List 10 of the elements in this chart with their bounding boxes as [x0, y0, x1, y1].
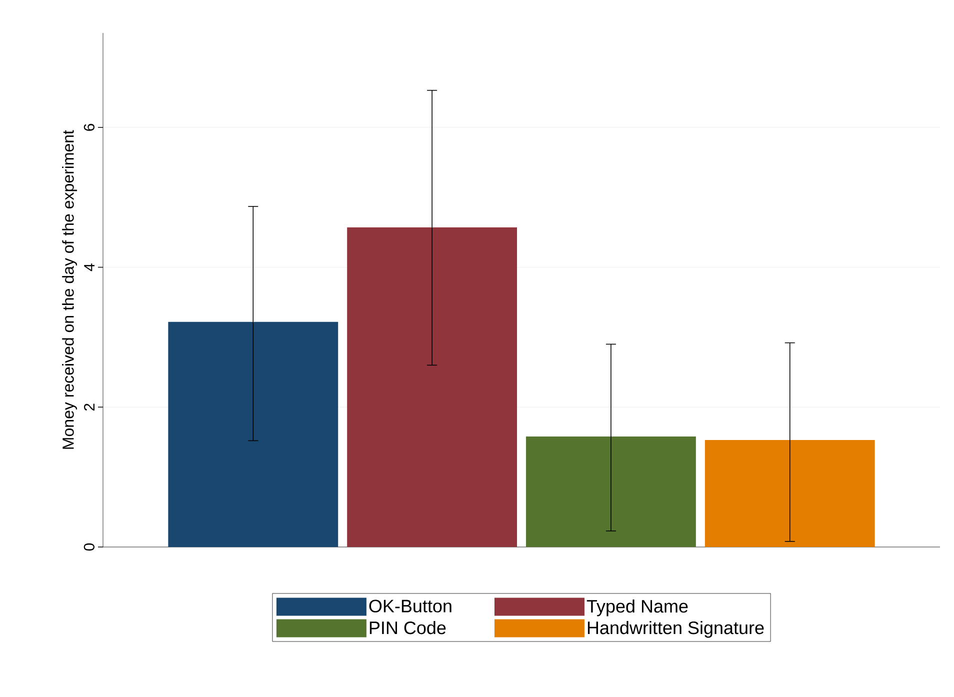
y-tick-label: 2 — [84, 404, 94, 411]
legend-label: Typed Name — [586, 599, 688, 616]
y-tick-label: 0 — [84, 543, 94, 551]
legend-label: Handwritten Signature — [588, 620, 764, 638]
bar — [347, 227, 518, 547]
y-axis-title: Money received on the day of the experiment — [62, 130, 78, 449]
y-tick-label: 4 — [84, 264, 94, 272]
legend-label: OK-Button — [369, 600, 452, 612]
legend-label: PIN Code — [370, 620, 446, 634]
y-tick-label: 6 — [84, 124, 94, 131]
